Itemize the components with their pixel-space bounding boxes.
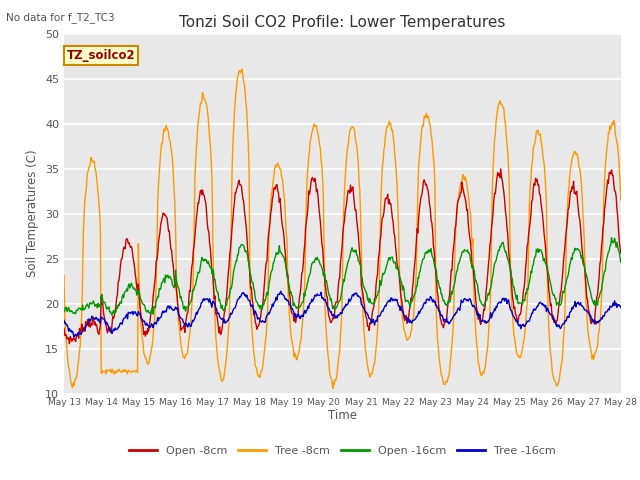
X-axis label: Time: Time — [328, 409, 357, 422]
Text: No data for f_T2_TC3: No data for f_T2_TC3 — [6, 12, 115, 23]
Text: TZ_soilco2: TZ_soilco2 — [67, 49, 136, 62]
Title: Tonzi Soil CO2 Profile: Lower Temperatures: Tonzi Soil CO2 Profile: Lower Temperatur… — [179, 15, 506, 30]
Y-axis label: Soil Temperatures (C): Soil Temperatures (C) — [26, 150, 40, 277]
Legend: Open -8cm, Tree -8cm, Open -16cm, Tree -16cm: Open -8cm, Tree -8cm, Open -16cm, Tree -… — [125, 441, 560, 460]
